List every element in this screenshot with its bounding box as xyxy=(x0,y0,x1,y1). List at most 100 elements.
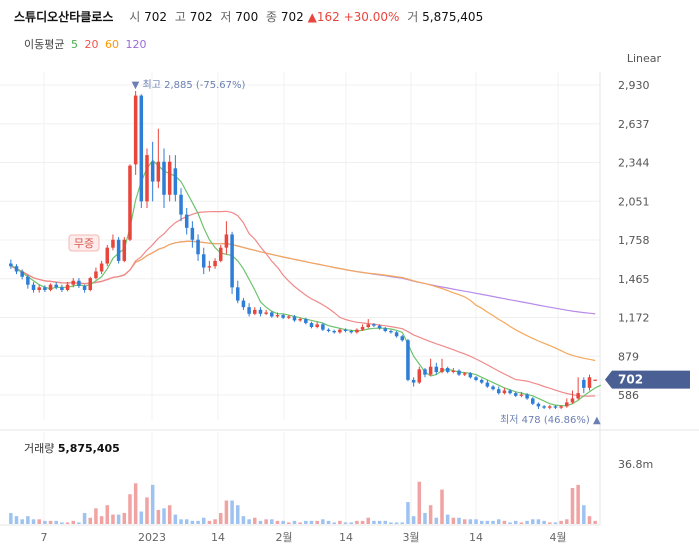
volume-bar xyxy=(241,516,246,524)
candle-body xyxy=(315,324,319,328)
candle-body xyxy=(139,95,144,202)
candle-body xyxy=(94,271,98,279)
ma120-legend: 120 xyxy=(125,38,147,51)
volume-bar xyxy=(440,489,444,524)
candle-body xyxy=(82,286,87,290)
volume-bar xyxy=(326,520,331,524)
candle-body xyxy=(156,161,161,182)
volume-bar xyxy=(224,500,229,524)
volume-bar xyxy=(162,508,166,524)
candle-body xyxy=(553,406,558,408)
low-label: 저 xyxy=(220,10,232,24)
volume-bar xyxy=(179,519,183,524)
candle-body xyxy=(406,340,410,380)
candle-body xyxy=(485,382,490,387)
open-label: 시 xyxy=(129,10,141,24)
candle-body xyxy=(150,161,155,182)
volume-bar xyxy=(383,520,388,524)
volume-bar xyxy=(559,520,563,524)
volume-bar xyxy=(565,519,569,524)
volume-title: 거래량 5,875,405 xyxy=(24,440,120,456)
volume-bar xyxy=(133,483,138,524)
volume-bar xyxy=(474,519,478,524)
volume-bar xyxy=(496,519,501,524)
volume-bar xyxy=(173,514,178,524)
candle-body xyxy=(457,370,461,375)
candle-body xyxy=(400,336,405,341)
current-price-badge xyxy=(605,370,690,389)
candle-body xyxy=(26,276,30,285)
candle-body xyxy=(201,254,206,268)
y-tick-label: 1,465 xyxy=(618,273,650,286)
candle-body xyxy=(491,386,495,390)
y-tick-label: 1,758 xyxy=(618,234,650,247)
candle-body xyxy=(428,366,433,375)
ma5-legend: 5 xyxy=(70,38,78,51)
candle-body xyxy=(338,329,342,333)
volume-bar xyxy=(343,522,348,524)
candle-body xyxy=(179,194,183,215)
volume-bar xyxy=(65,522,70,524)
candle-body xyxy=(162,161,166,195)
candle-body xyxy=(264,312,268,314)
volume-bar xyxy=(43,520,47,524)
y-tick-label: 2,344 xyxy=(618,157,650,170)
volume-bar xyxy=(355,520,359,524)
x-tick-label: 14 xyxy=(211,531,225,544)
event-badge xyxy=(68,234,100,252)
volume-title-label: 거래량 xyxy=(24,442,55,455)
candle-body xyxy=(133,95,138,165)
candle-body xyxy=(479,379,484,383)
volume-bar xyxy=(218,513,223,524)
volume-bar xyxy=(309,520,314,524)
volume-label: 거 xyxy=(407,10,419,24)
volume-bar xyxy=(26,516,30,524)
candle-body xyxy=(247,307,251,314)
volume-bar xyxy=(77,522,81,524)
candle-body xyxy=(536,403,541,407)
ma120-line xyxy=(10,240,596,315)
volume-bar xyxy=(582,505,586,524)
low-marker-label: 최저 478 (46.86%) ▲ xyxy=(500,414,601,426)
volume-bar xyxy=(531,519,535,524)
volume-bar xyxy=(349,522,353,524)
volume-bar xyxy=(54,520,58,524)
volume-bar xyxy=(264,519,268,524)
candle-body xyxy=(496,389,501,394)
x-tick-label: 2월 xyxy=(275,531,292,544)
volume-bar xyxy=(428,505,433,524)
volume-bar xyxy=(31,519,36,524)
volume-bar xyxy=(88,517,93,524)
volume-bar xyxy=(411,516,416,524)
moving-average-legend: 이동평균 5 20 60 120 xyxy=(24,36,149,52)
volume-bar xyxy=(60,522,64,524)
candle-body xyxy=(54,284,58,288)
candle-body xyxy=(525,394,529,399)
candle-body xyxy=(548,406,552,408)
candle-body xyxy=(48,284,53,290)
volume-bar xyxy=(196,520,200,524)
candle-body xyxy=(99,263,104,272)
volume-bar xyxy=(71,520,75,524)
volume-bar xyxy=(230,500,234,524)
y-tick-label: 879 xyxy=(618,350,639,363)
volume-bar xyxy=(394,522,399,524)
volume-bar xyxy=(20,519,24,524)
candle-body xyxy=(502,390,507,394)
volume-bar xyxy=(542,520,546,524)
candle-body xyxy=(366,324,370,328)
candle-body xyxy=(207,266,212,268)
volume-tick-label: 36.8m xyxy=(618,458,653,471)
candle-body xyxy=(309,323,314,328)
candle-body xyxy=(213,260,217,267)
candle-body xyxy=(190,227,195,240)
candle-body xyxy=(122,239,127,261)
volume-bar xyxy=(298,522,302,524)
volume-bar xyxy=(519,522,524,524)
candle-body xyxy=(253,309,257,314)
candle-body xyxy=(372,324,376,326)
ma60-legend: 60 xyxy=(104,38,119,51)
scale-toggle-button[interactable]: Linear xyxy=(626,52,661,65)
candle-body xyxy=(224,234,229,248)
